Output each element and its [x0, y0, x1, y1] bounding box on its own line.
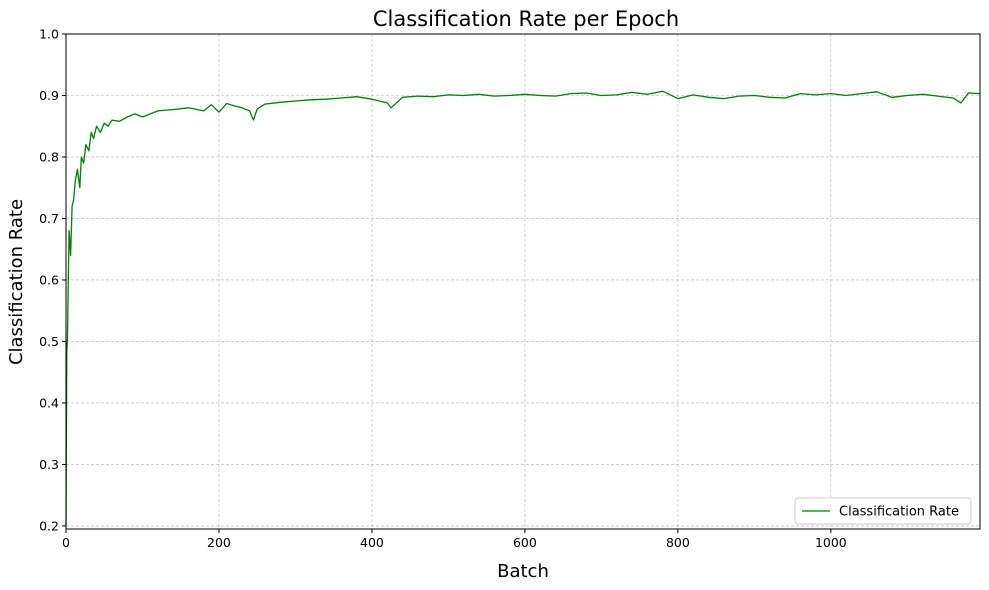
y-axis-ticks: 0.2 0.3 0.4 0.5 0.6 0.7 0.8 0.9 1.0	[39, 27, 66, 533]
plot-frame	[65, 33, 981, 530]
y-tick-label: 0.7	[39, 211, 59, 226]
x-axis-title: Batch	[497, 561, 549, 582]
legend-label: Classification Rate	[839, 505, 959, 520]
y-axis-title: Classification Rate	[6, 199, 27, 365]
x-tick-label: 800	[666, 535, 690, 550]
x-tick-label: 600	[513, 535, 537, 550]
y-tick-label: 0.4	[39, 395, 59, 410]
chart-title: Classification Rate per Epoch	[373, 7, 679, 31]
y-tick-label: 0.6	[39, 272, 59, 287]
y-tick-label: 0.3	[39, 457, 59, 472]
x-axis-ticks: 0 200 400 600 800 1000	[62, 529, 847, 550]
series-layer	[65, 90, 981, 526]
y-tick-label: 0.5	[39, 334, 59, 349]
y-tick-label: 0.8	[39, 149, 59, 164]
y-tick-label: 1.0	[39, 27, 59, 42]
x-tick-label: 0	[62, 535, 70, 550]
legend: Classification Rate	[794, 497, 972, 525]
x-tick-label: 400	[360, 535, 384, 550]
legend-box	[794, 497, 972, 525]
y-tick-label: 0.9	[39, 88, 59, 103]
series-line-classification-rate	[65, 90, 981, 526]
y-tick-label: 0.2	[39, 518, 59, 533]
x-tick-label: 200	[207, 535, 231, 550]
grid	[65, 33, 980, 529]
x-tick-label: 1000	[815, 535, 847, 550]
